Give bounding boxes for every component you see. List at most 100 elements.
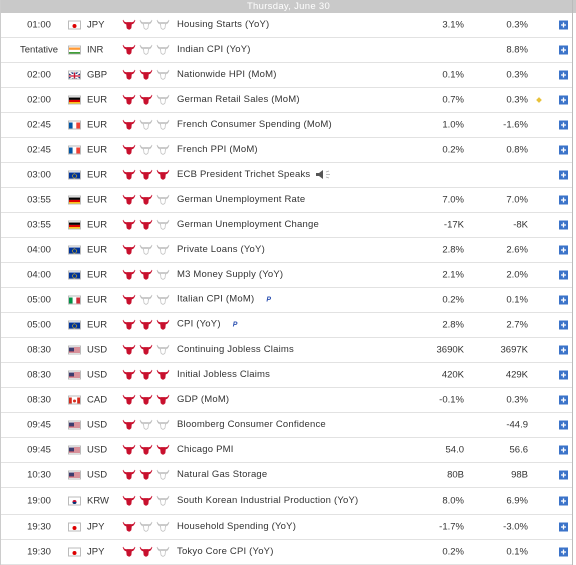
event-text: CPI (YoY) [177,318,221,330]
currency: EUR [87,319,108,331]
expand-button[interactable] [559,496,568,506]
actual: 8.0% [442,495,464,507]
bull-icon [122,319,136,330]
importance-icons [122,546,170,557]
forecast: 0.1% [506,294,528,306]
bull-icon [139,319,153,330]
time: 08:30 [27,344,51,356]
bull-icon [156,219,170,230]
importance-icons [122,44,170,55]
expand-button[interactable] [559,395,568,405]
actual: 0.2% [442,144,464,156]
flag [68,20,81,30]
flag [68,220,81,230]
actual: 0.1% [442,69,464,81]
flag [68,45,81,55]
event-name: Indian CPI (YoY) [177,44,377,56]
expand-button[interactable] [559,245,568,255]
flag [68,345,81,355]
flag [68,145,81,155]
importance-icons [122,469,170,480]
bull-icon [156,495,170,506]
expand-button[interactable] [559,70,568,80]
time: 05:00 [27,319,51,331]
event-text: Continuing Jobless Claims [177,344,294,355]
importance-icons [122,119,170,130]
expand-button[interactable] [559,195,568,205]
bull-icon [139,369,153,380]
bull-icon [122,419,136,430]
time: 04:00 [27,244,51,256]
expand-button[interactable] [559,120,568,130]
expand-button[interactable] [559,220,568,230]
expand-button[interactable] [559,547,568,557]
bull-icon [122,169,136,180]
event-name: Nationwide HPI (MoM) [177,69,377,81]
importance-icons [122,219,170,230]
event-name: South Korean Industrial Production (YoY) [177,495,367,507]
importance [122,44,172,56]
expand-button[interactable] [559,420,568,430]
event-name: Continuing Jobless Claims [177,344,377,356]
bull-icon [122,495,136,506]
importance [122,444,172,456]
expand-button[interactable] [559,20,568,30]
forecast: 0.3% [506,394,528,406]
importance-icons [122,344,170,355]
currency: INR [87,44,104,56]
expand-button[interactable] [559,270,568,280]
expand-button[interactable] [559,470,568,480]
expand-button[interactable] [559,320,568,330]
event-row: 04:00 EUR Private Loans (YoY) 2.8% 2.6% [1,238,572,263]
expand-button[interactable] [559,295,568,305]
expand-button[interactable] [559,522,568,532]
actual: 80B [447,469,464,481]
bull-icon [156,344,170,355]
bull-icon [156,69,170,80]
flag [68,170,81,180]
currency: EUR [87,294,108,306]
expand-button[interactable] [559,170,568,180]
event-text: Nationwide HPI (MoM) [177,69,277,80]
actual: 2.1% [442,269,464,281]
event-text: French Consumer Spending (MoM) [177,119,332,130]
expand-button[interactable] [559,95,568,105]
expand-button[interactable] [559,345,568,355]
currency: EUR [87,269,108,281]
forecast: -8K [513,219,528,231]
flag [68,245,81,255]
bull-icon [139,394,153,405]
forecast: 3697K [500,344,528,356]
event-text: German Unemployment Change [177,219,319,230]
event-name: Tokyo Core CPI (YoY) [177,546,377,558]
flag [68,522,81,532]
expand-button[interactable] [559,370,568,380]
importance [122,244,172,256]
forecast: -44.9 [506,419,528,431]
actual: 420K [441,369,464,381]
actual: 0.2% [442,294,464,306]
event-row: 01:00 JPY Housing Starts (YoY) 3.1% 0.3% [1,13,572,38]
preliminary-note: P [266,296,272,304]
currency: JPY [87,521,105,533]
time: 01:00 [27,19,51,31]
importance [122,469,172,481]
forecast: -3.0% [503,521,528,533]
expand-button[interactable] [559,445,568,455]
time: 02:00 [27,69,51,81]
bull-icon [156,194,170,205]
bull-icon [156,44,170,55]
currency: USD [87,344,108,356]
expand-button[interactable] [559,145,568,155]
event-text: Natural Gas Storage [177,469,268,480]
event-text: German Retail Sales (MoM) [177,94,300,105]
event-row: 02:00 EUR German Retail Sales (MoM) 0.7% 0.3… [1,88,572,113]
flag [68,295,81,305]
bull-icon [122,444,136,455]
time: 03:55 [27,194,51,206]
event-row: 08:30 USD Continuing Jobless Claims 3690K 36… [1,338,572,363]
event-row: 10:30 USD Natural Gas Storage 80B 98B [1,463,572,488]
expand-button[interactable] [559,45,568,55]
bull-icon [122,244,136,255]
actual: 1.0% [442,119,464,131]
